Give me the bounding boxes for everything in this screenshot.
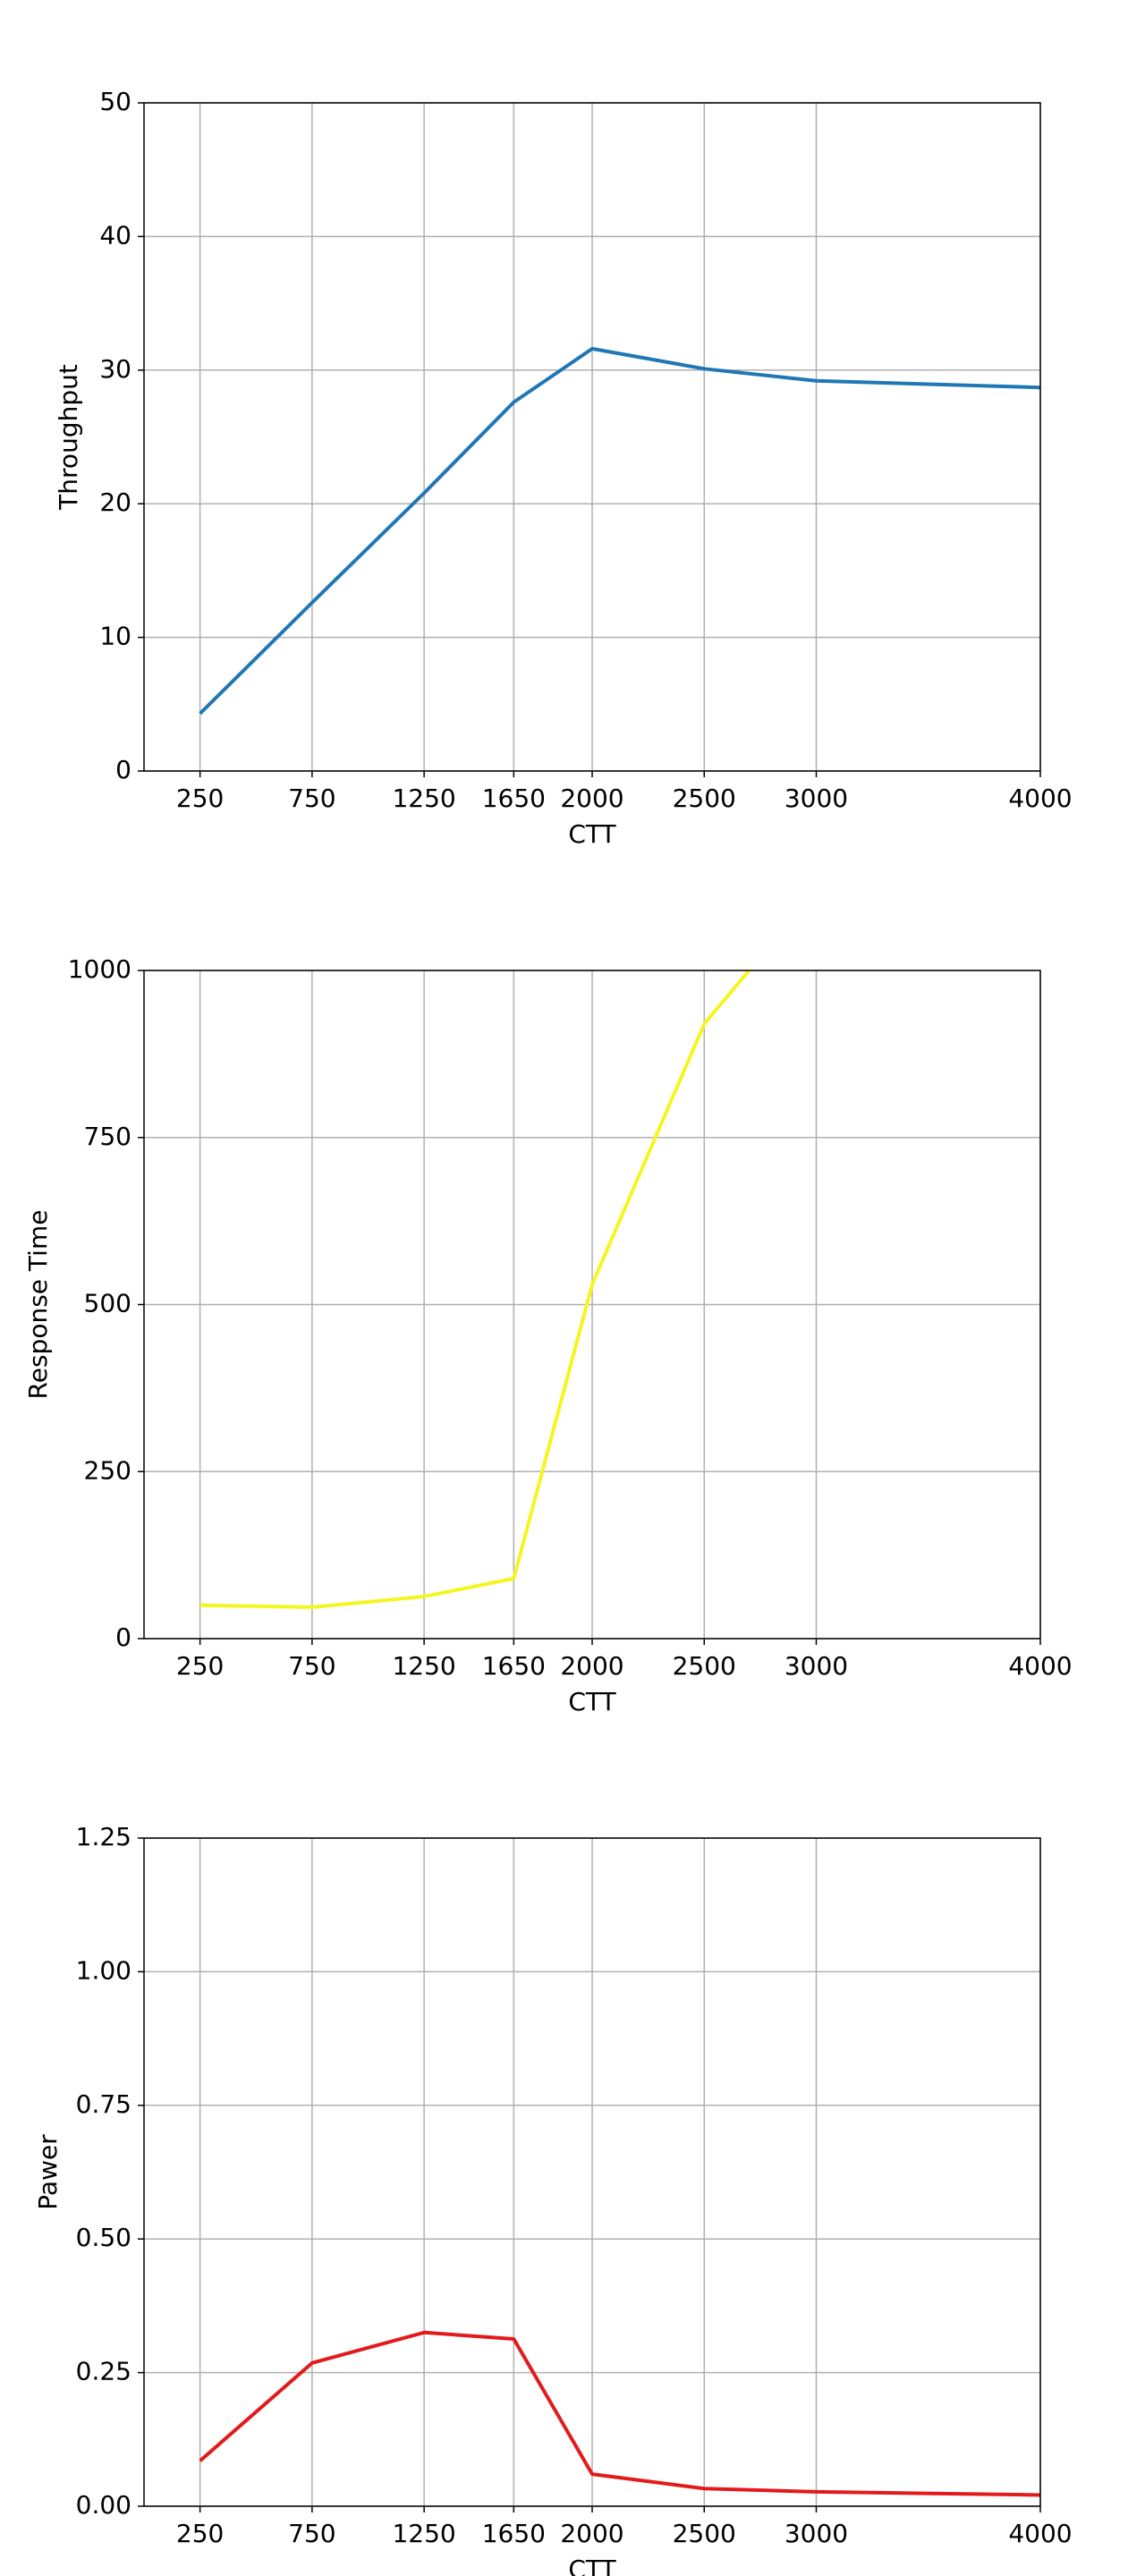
y-axis-label: Pawer <box>33 2134 63 2210</box>
x-tick-label: 1650 <box>482 784 546 813</box>
x-tick-label: 750 <box>288 2519 335 2548</box>
data-line <box>199 970 751 1609</box>
x-tick-label: 1250 <box>392 784 455 813</box>
x-tick-label: 1250 <box>392 2519 455 2548</box>
y-tick-label: 50 <box>99 87 131 116</box>
y-tick-label: 1000 <box>68 954 131 984</box>
y-tick-label: 0 <box>115 1623 131 1652</box>
x-tick-label: 2000 <box>560 784 623 813</box>
x-tick-label: 4000 <box>1008 2519 1072 2548</box>
x-tick-label: 1250 <box>392 1651 455 1681</box>
x-axis-label: CTT <box>568 1687 616 1716</box>
x-tick-label: 4000 <box>1008 784 1072 813</box>
x-tick-label: 250 <box>176 784 224 813</box>
y-tick-label: 0.25 <box>76 2357 131 2386</box>
y-tick-label: 500 <box>84 1289 131 1318</box>
x-tick-label: 2500 <box>673 784 736 813</box>
y-tick-label: 0.50 <box>76 2223 131 2252</box>
x-tick-label: 3000 <box>785 2519 848 2548</box>
y-axis-label: Throughput <box>54 364 83 511</box>
y-tick-label: 1.00 <box>76 1955 131 1985</box>
y-tick-label: 40 <box>99 220 131 250</box>
y-tick-label: 30 <box>99 354 131 384</box>
x-tick-label: 1650 <box>482 2519 546 2548</box>
x-tick-label: 750 <box>288 784 335 813</box>
x-tick-label: 3000 <box>785 784 848 813</box>
x-tick-label: 2500 <box>673 2519 736 2548</box>
data-line <box>199 346 1040 716</box>
axes-frame <box>143 102 1041 772</box>
y-tick-label: 20 <box>99 487 131 517</box>
data-line <box>199 2330 1040 2497</box>
x-tick-label: 250 <box>176 1651 224 1681</box>
subplot: 250 750 1250 1650 2000 2500 3000 4000 0 250 500 750… <box>23 954 1073 1716</box>
y-tick-label: 0.75 <box>76 2089 131 2119</box>
y-tick-label: 250 <box>84 1455 131 1485</box>
x-tick-label: 250 <box>176 2519 224 2548</box>
x-tick-label: 750 <box>288 1651 335 1681</box>
y-tick-label: 750 <box>84 1122 131 1151</box>
y-axis-label: Response Time <box>23 1210 53 1400</box>
x-tick-label: 2000 <box>560 1651 623 1681</box>
axes-frame <box>143 970 1041 1640</box>
subplot: 250 750 1250 1650 2000 2500 3000 4000 0.00 0.25 0.… <box>33 1822 1073 2576</box>
x-tick-label: 2500 <box>673 1651 736 1681</box>
y-tick-label: 0 <box>115 755 131 784</box>
x-tick-label: 2000 <box>560 2519 623 2548</box>
y-tick-label: 0.00 <box>76 2490 131 2520</box>
axes-frame <box>143 1837 1041 2507</box>
y-tick-label: 10 <box>99 622 131 651</box>
subplot: 250 750 1250 1650 2000 2500 3000 4000 0 10 20 30 40 5… <box>54 87 1073 849</box>
x-tick-label: 4000 <box>1008 1651 1072 1681</box>
x-tick-label: 3000 <box>785 1651 848 1681</box>
x-tick-label: 1650 <box>482 1651 546 1681</box>
x-axis-label: CTT <box>568 2555 616 2576</box>
x-axis-label: CTT <box>568 819 616 849</box>
y-tick-label: 1.25 <box>76 1822 131 1852</box>
